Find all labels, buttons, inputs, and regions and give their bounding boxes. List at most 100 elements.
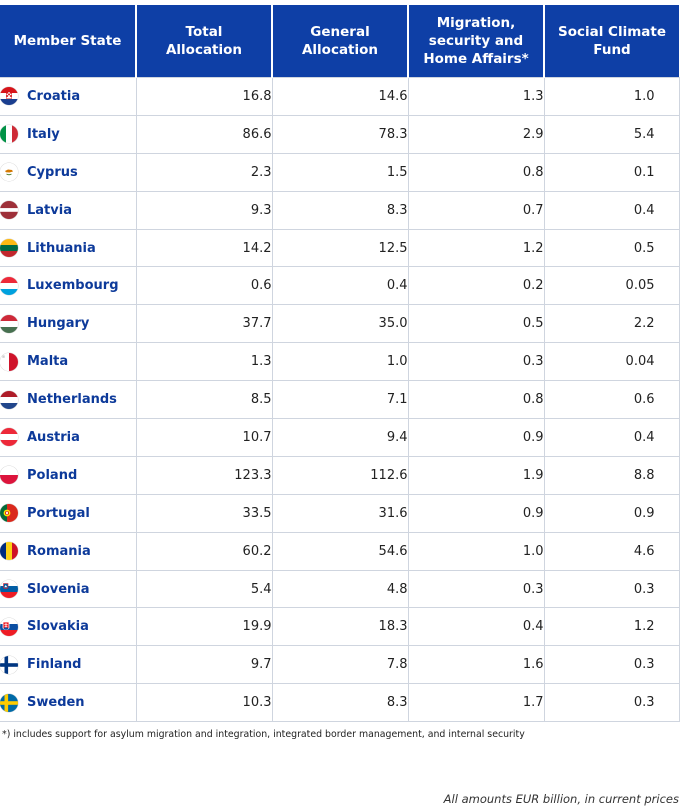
migration-security-cell: 1.3 (407, 77, 545, 116)
units-note: All amounts EUR billion, in current pric… (443, 792, 679, 806)
romania-flag-icon (0, 542, 18, 561)
social-climate-fund-cell: 0.4 (543, 418, 680, 457)
total-allocation-cell: 37.7 (135, 304, 273, 344)
footnote: *) includes support for asylum migration… (2, 729, 525, 740)
total-allocation-cell: 19.9 (135, 607, 273, 647)
member-state-name: Croatia (27, 88, 81, 104)
table-row: Slovenia 5.4 4.8 0.3 0.3 (0, 569, 680, 609)
general-allocation-cell: 4.8 (271, 569, 409, 609)
general-allocation-cell: 0.4 (271, 266, 409, 306)
table-row: Netherlands 8.5 7.1 0.8 0.6 (0, 380, 680, 420)
slovenia-flag-icon (0, 580, 18, 599)
finland-flag-icon (0, 655, 18, 674)
table-row: Sweden 10.3 8.3 1.7 0.3 (0, 683, 680, 723)
general-allocation-cell: 54.6 (271, 531, 409, 571)
member-state-name: Latvia (27, 202, 72, 218)
member-state-name: Portugal (27, 505, 90, 521)
member-state-cell: Finland (0, 645, 137, 685)
total-allocation-cell: 14.2 (135, 228, 273, 268)
general-allocation-cell: 8.3 (271, 683, 409, 723)
member-state-cell: Austria (0, 418, 137, 457)
general-allocation-cell: 35.0 (271, 304, 409, 344)
migration-security-cell: 0.9 (407, 418, 545, 457)
migration-security-cell: 0.3 (407, 569, 545, 609)
table-row: Romania 60.2 54.6 1.0 4.6 (0, 531, 680, 571)
table-row: Finland 9.7 7.8 1.6 0.3 (0, 645, 680, 685)
migration-security-cell: 0.7 (407, 190, 545, 230)
total-allocation-cell: 9.7 (135, 645, 273, 685)
migration-security-cell: 0.4 (407, 607, 545, 647)
table-row: Slovakia 19.9 18.3 0.4 1.2 (0, 607, 680, 647)
header-social-climate-fund: Social Climate Fund (543, 5, 679, 78)
croatia-flag-icon (0, 87, 18, 106)
member-state-cell: Hungary (0, 304, 137, 344)
lithuania-flag-icon (0, 239, 18, 257)
member-state-cell: Poland (0, 455, 137, 495)
migration-security-cell: 0.3 (407, 342, 545, 382)
general-allocation-cell: 1.5 (271, 152, 409, 192)
total-allocation-cell: 60.2 (135, 531, 273, 571)
migration-security-cell: 1.0 (407, 531, 545, 571)
total-allocation-cell: 33.5 (135, 493, 273, 533)
social-climate-fund-cell: 5.4 (543, 114, 680, 154)
table-row: Cyprus 2.3 1.5 0.8 0.1 (0, 152, 680, 192)
member-state-name: Slovenia (27, 581, 90, 597)
member-state-cell: Slovenia (0, 569, 137, 609)
member-state-cell: Sweden (0, 683, 137, 723)
table-row: Latvia 9.3 8.3 0.7 0.4 (0, 190, 680, 230)
general-allocation-cell: 9.4 (271, 418, 409, 457)
social-climate-fund-cell: 0.3 (543, 645, 680, 685)
latvia-flag-icon (0, 201, 18, 220)
member-state-cell: Croatia (0, 77, 137, 116)
member-state-name: Lithuania (27, 240, 96, 256)
social-climate-fund-cell: 4.6 (543, 531, 680, 571)
member-state-cell: Netherlands (0, 380, 137, 420)
member-state-cell: Lithuania (0, 228, 137, 268)
migration-security-cell: 0.5 (407, 304, 545, 344)
header-total-allocation: Total Allocation (135, 5, 272, 78)
table-row: Portugal 33.5 31.6 0.9 0.9 (0, 493, 680, 533)
member-state-name: Malta (27, 354, 69, 370)
member-state-name: Finland (27, 657, 82, 673)
social-climate-fund-cell: 0.6 (543, 380, 680, 420)
migration-security-cell: 2.9 (407, 114, 545, 154)
cyprus-flag-icon (0, 163, 18, 182)
social-climate-fund-cell: 0.3 (543, 683, 680, 723)
table-row: Lithuania 14.2 12.5 1.2 0.5 (0, 228, 680, 268)
total-allocation-cell: 1.3 (135, 342, 273, 382)
migration-security-cell: 0.2 (407, 266, 545, 306)
luxembourg-flag-icon (0, 276, 18, 295)
member-state-name: Italy (27, 126, 60, 142)
social-climate-fund-cell: 0.4 (543, 190, 680, 230)
poland-flag-icon (0, 466, 18, 485)
migration-security-cell: 1.6 (407, 645, 545, 685)
hungary-flag-icon (0, 314, 18, 333)
table-row: Poland 123.3 112.6 1.9 8.8 (0, 455, 680, 495)
social-climate-fund-cell: 1.0 (543, 77, 680, 116)
header-member-state: Member State (0, 5, 136, 78)
social-climate-fund-cell: 0.1 (543, 152, 680, 192)
social-climate-fund-cell: 0.3 (543, 569, 680, 609)
member-state-name: Austria (27, 429, 80, 445)
social-climate-fund-cell: 2.2 (543, 304, 680, 344)
migration-security-cell: 1.2 (407, 228, 545, 268)
member-state-name: Slovakia (27, 619, 89, 635)
total-allocation-cell: 2.3 (135, 152, 273, 192)
portugal-flag-icon (0, 504, 18, 523)
italy-flag-icon (0, 125, 18, 144)
general-allocation-cell: 7.1 (271, 380, 409, 420)
member-state-cell: Romania (0, 531, 137, 571)
general-allocation-cell: 31.6 (271, 493, 409, 533)
migration-security-cell: 0.8 (407, 152, 545, 192)
slovakia-flag-icon (0, 617, 18, 636)
table-row: Austria 10.7 9.4 0.9 0.4 (0, 418, 680, 457)
header-migration-security-home-affairs: Migration, security and Home Affairs* (407, 5, 544, 78)
total-allocation-cell: 86.6 (135, 114, 273, 154)
general-allocation-cell: 7.8 (271, 645, 409, 685)
general-allocation-cell: 1.0 (271, 342, 409, 382)
member-state-name: Hungary (27, 316, 90, 332)
migration-security-cell: 0.8 (407, 380, 545, 420)
table-row: Croatia 16.8 14.6 1.3 1.0 (0, 77, 680, 116)
migration-security-cell: 1.7 (407, 683, 545, 723)
member-state-name: Cyprus (27, 164, 78, 180)
